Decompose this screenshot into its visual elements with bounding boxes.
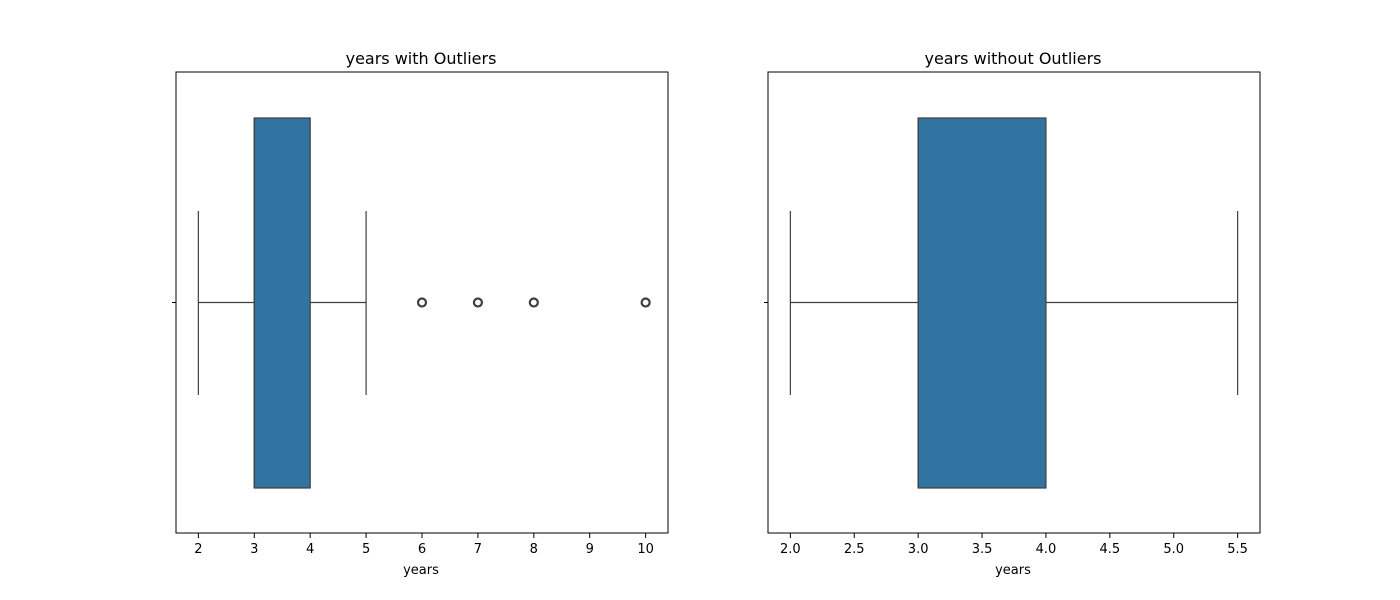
x-tick-label: 9 (586, 542, 594, 557)
outlier-point (416, 297, 428, 308)
x-tick-label: 5 (362, 542, 370, 557)
x-tick-label: 3 (250, 542, 258, 557)
x-tick-label: 2 (194, 542, 202, 557)
chart-title: years without Outliers (924, 49, 1101, 68)
outlier-point (640, 297, 651, 308)
x-tick-label: 7 (474, 542, 482, 557)
x-tick-label: 10 (637, 542, 654, 557)
iqr-box (917, 117, 1047, 489)
x-tick-label: 4 (306, 542, 314, 557)
chart-title: years with Outliers (346, 49, 497, 68)
iqr-box (253, 117, 311, 489)
x-tick-label: 2.0 (780, 542, 801, 557)
x-tick-label: 8 (530, 542, 538, 557)
x-tick-label: 2.5 (844, 542, 865, 557)
outlier-point (472, 297, 484, 308)
x-axis-label: years (403, 563, 439, 578)
panel-without-outliers: years without Outliers years 2.0 2.5 3.0 3.… (764, 49, 1261, 578)
x-axis-label: years (995, 563, 1031, 578)
x-tick-label: 4.0 (1036, 542, 1057, 557)
x-tick-label: 4.5 (1100, 542, 1121, 557)
x-tick-label: 6 (418, 542, 426, 557)
x-tick-label: 5.0 (1163, 542, 1184, 557)
panel-with-outliers: years with Outliers years 2 3 4 5 6 7 8 9 10 (172, 49, 669, 578)
outlier-point (528, 297, 539, 308)
x-tick-label: 3.0 (908, 542, 929, 557)
x-tick-label: 5.5 (1227, 542, 1248, 557)
x-tick-label: 3.5 (972, 542, 993, 557)
